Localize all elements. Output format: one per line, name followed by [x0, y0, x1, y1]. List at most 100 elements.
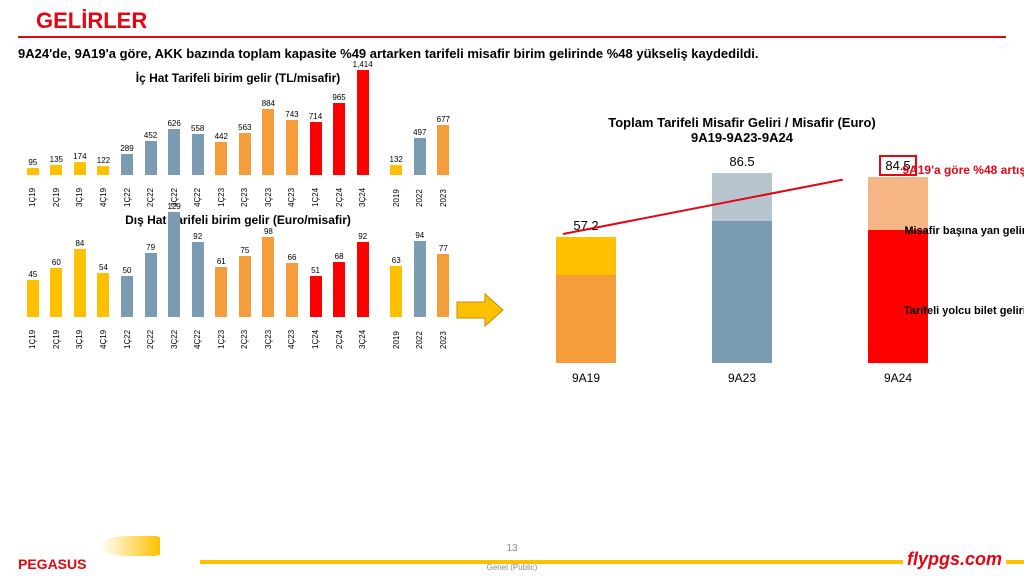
- pegasus-logo: PEGASUS: [18, 556, 86, 572]
- growth-annotation: 9A19'a göre %48 artış: [902, 163, 1024, 177]
- bar-rect: [390, 165, 402, 175]
- bar-value: 50: [123, 266, 132, 275]
- bar-label: 1Ç19: [28, 179, 37, 207]
- arrow-icon: [455, 290, 505, 330]
- left-column: İç Hat Tarifeli birim gelir (TL/misafir)…: [18, 65, 458, 385]
- summary-bar-column: 497 2022: [409, 128, 431, 207]
- bar-column: 442 1Ç23: [211, 132, 233, 207]
- bar-column: 714 1Ç24: [305, 112, 327, 207]
- bar-column: 92 4Ç22: [187, 232, 209, 349]
- bar-label: 1Ç24: [311, 179, 320, 207]
- bar-label: 4Ç23: [287, 321, 296, 349]
- footer-bar: [200, 560, 1024, 564]
- bar-label: 2023: [439, 179, 448, 207]
- summary-bar-column: 94 2022: [409, 231, 431, 350]
- bar-value: 54: [99, 263, 108, 272]
- bar-value: 497: [413, 128, 426, 137]
- bar-column: 84 3Ç19: [69, 239, 91, 349]
- bar-rect: [333, 103, 345, 175]
- bar-value: 75: [240, 246, 249, 255]
- ticket-annotation: Tarifeli yolcu bilet geliri: [904, 305, 1024, 317]
- bar-column: 452 2Ç22: [140, 131, 162, 207]
- bar-rect: [74, 249, 86, 317]
- bar-value: 84: [75, 239, 84, 248]
- bar-rect: [239, 133, 251, 175]
- bar-column: 92 3Ç24: [352, 232, 374, 349]
- bar-value: 884: [262, 99, 275, 108]
- bar-label: 1Ç22: [123, 321, 132, 349]
- bar-label: 2Ç23: [240, 321, 249, 349]
- bar-rect: [390, 266, 402, 317]
- bar-column: 129 3Ç22: [163, 202, 185, 349]
- big-chart-title: Toplam Tarifeli Misafir Geliri / Misafir…: [478, 115, 1006, 145]
- bar-value: 132: [390, 155, 403, 164]
- bar-label: 1Ç19: [28, 321, 37, 349]
- bar-column: 75 2Ç23: [234, 246, 256, 349]
- page-number: 13: [506, 543, 517, 554]
- footer-brand: flypgs.com: [903, 549, 1006, 570]
- bar-value: 442: [215, 132, 228, 141]
- big-bar-column: 86.5 9A23: [702, 154, 782, 385]
- big-bar-stack: [556, 237, 616, 363]
- chart1-title: İç Hat Tarifeli birim gelir (TL/misafir): [18, 71, 458, 85]
- bar-value: 51: [311, 266, 320, 275]
- bar-value: 135: [50, 155, 63, 164]
- content-area: İç Hat Tarifeli birim gelir (TL/misafir)…: [0, 65, 1024, 385]
- bar-rect: [414, 138, 426, 175]
- bar-value: 63: [392, 256, 401, 265]
- summary-bar-column: 77 2023: [433, 244, 455, 349]
- bar-value: 558: [191, 124, 204, 133]
- bar-column: 68 2Ç24: [328, 252, 350, 349]
- bar-column: 50 1Ç22: [116, 266, 138, 349]
- bar-rect: [145, 141, 157, 175]
- bar-rect: [121, 276, 133, 317]
- bar-column: 135 2Ç19: [46, 155, 68, 207]
- bar-label: 2Ç22: [146, 179, 155, 207]
- bar-value: 677: [437, 115, 450, 124]
- bar-rect: [168, 212, 180, 317]
- summary-bar-column: 63 2019: [385, 256, 407, 349]
- bar-label: 1Ç23: [217, 179, 226, 207]
- subtitle-text: 9A24'de, 9A19'a göre, AKK bazında toplam…: [0, 38, 1024, 65]
- bar-value: 289: [120, 144, 133, 153]
- bar-value: 965: [332, 93, 345, 102]
- big-bar-top: [556, 237, 616, 274]
- bar-column: 51 1Ç24: [305, 266, 327, 350]
- anc-annotation: Misafir başına yan gelir: [904, 225, 1024, 237]
- bar-label: 2Ç19: [52, 179, 61, 207]
- summary-bar-column: 677 2023: [433, 115, 455, 207]
- bar-column: 45 1Ç19: [22, 270, 44, 349]
- bar-rect: [286, 120, 298, 175]
- chart1: 95 1Ç19135 2Ç19174 3Ç19122 4Ç19289 1Ç224…: [18, 87, 458, 207]
- bar-label: 2Ç22: [146, 321, 155, 349]
- big-bar-label: 9A24: [884, 371, 912, 385]
- bar-column: 98 3Ç23: [258, 227, 280, 349]
- big-bar-label: 9A19: [572, 371, 600, 385]
- bar-value: 79: [146, 243, 155, 252]
- bar-rect: [310, 276, 322, 318]
- bar-value: 45: [28, 270, 37, 279]
- bar-rect: [97, 273, 109, 317]
- bar-label: 1Ç23: [217, 321, 226, 349]
- bar-rect: [310, 122, 322, 175]
- bar-column: 174 3Ç19: [69, 152, 91, 207]
- bar-label: 2Ç19: [52, 321, 61, 349]
- bar-rect: [97, 166, 109, 175]
- bar-column: 626 3Ç22: [163, 119, 185, 208]
- chart2: 45 1Ç1960 2Ç1984 3Ç1954 4Ç1950 1Ç2279 2Ç…: [18, 229, 458, 349]
- big-bar-value: 86.5: [729, 154, 754, 169]
- big-bar-bottom: [556, 275, 616, 363]
- bar-value: 92: [358, 232, 367, 241]
- bar-rect: [357, 70, 369, 175]
- bar-value: 98: [264, 227, 273, 236]
- bar-value: 563: [238, 123, 251, 132]
- bar-label: 4Ç22: [193, 321, 202, 349]
- bar-rect: [27, 280, 39, 317]
- bar-label: 2Ç23: [240, 179, 249, 207]
- big-bar-label: 9A23: [728, 371, 756, 385]
- bar-column: 79 2Ç22: [140, 243, 162, 349]
- bar-value: 60: [52, 258, 61, 267]
- bar-value: 129: [167, 202, 180, 211]
- summary-bar-column: 132 2019: [385, 155, 407, 207]
- bar-label: 3Ç19: [75, 179, 84, 207]
